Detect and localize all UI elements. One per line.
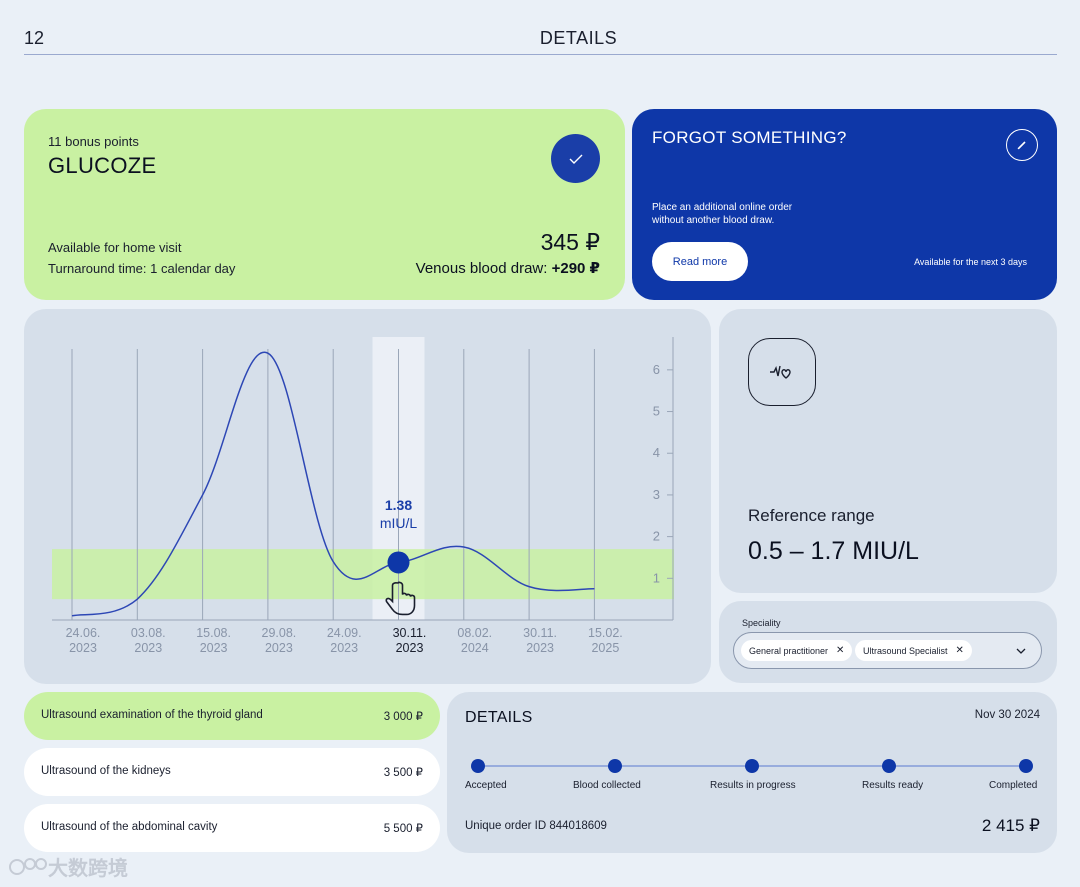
order-id: Unique order ID 844018609 bbox=[465, 820, 607, 832]
turnaround-time: Turnaround time: 1 calendar day bbox=[48, 261, 236, 276]
home-visit-note: Available for home visit bbox=[48, 240, 182, 255]
service-name: Ultrasound examination of the thyroid gl… bbox=[41, 709, 263, 721]
step-label-blood-collected: Blood collected bbox=[573, 780, 641, 791]
chip-general-practitioner[interactable]: General practitioner ✕ bbox=[741, 640, 853, 661]
details-date: Nov 30 2024 bbox=[974, 709, 1040, 721]
order-total: 2 415 ₽ bbox=[981, 816, 1040, 835]
reference-label: Reference range bbox=[748, 506, 875, 525]
x-tick-label: 03.08. bbox=[131, 626, 166, 640]
service-name: Ultrasound of the kidneys bbox=[41, 765, 171, 777]
reference-value: 0.5 – 1.7 MIU/L bbox=[748, 537, 919, 565]
header-divider bbox=[24, 54, 1057, 55]
y-tick-label: 4 bbox=[653, 445, 660, 460]
promo-availability: Available for the next 3 days bbox=[914, 257, 1027, 267]
x-tick-label: 15.02. bbox=[588, 626, 623, 640]
selected-data-point bbox=[387, 551, 410, 574]
read-more-button[interactable]: Read more bbox=[652, 242, 748, 281]
promo-title: FORGOT SOMETHING? bbox=[652, 128, 847, 147]
pencil-icon bbox=[1017, 141, 1026, 150]
step-label-results-in-progress: Results in progress bbox=[710, 780, 796, 791]
venous-price: +290 ₽ bbox=[551, 260, 600, 277]
remove-chip-icon[interactable]: ✕ bbox=[955, 645, 964, 656]
x-tick-label: 2025 bbox=[591, 641, 619, 655]
selected-value-label: 1.38 bbox=[385, 497, 412, 513]
results-chart[interactable]: 12345624.06.202303.08.202315.08.202329.0… bbox=[24, 309, 711, 684]
hand-pointer-shape bbox=[385, 581, 416, 616]
page-number: 12 bbox=[24, 28, 45, 48]
product-price: 345 ₽ bbox=[540, 229, 600, 255]
speciality-label: Speciality bbox=[742, 618, 781, 628]
chip-ultrasound-specialist[interactable]: Ultrasound Specialist ✕ bbox=[855, 640, 972, 661]
remove-chip-icon[interactable]: ✕ bbox=[836, 645, 845, 656]
x-tick-label: 2023 bbox=[69, 641, 97, 655]
product-card bbox=[24, 109, 625, 300]
chevron-down-icon[interactable] bbox=[1014, 644, 1028, 658]
hand-pointer-icon bbox=[385, 581, 416, 616]
y-tick-label: 1 bbox=[653, 570, 660, 585]
x-tick-label: 30.11. bbox=[523, 626, 557, 640]
x-tick-label: 2023 bbox=[526, 641, 554, 655]
reference-card bbox=[719, 309, 1057, 593]
details-title: DETAILS bbox=[465, 709, 533, 726]
heart-pulse-icon bbox=[770, 365, 791, 379]
selected-unit-label: mIU/L bbox=[380, 515, 418, 531]
step-label-completed: Completed bbox=[989, 780, 1038, 791]
venous-label: Venous blood draw: bbox=[415, 260, 552, 277]
watermark-logo bbox=[9, 857, 47, 875]
service-price: 3 000 ₽ bbox=[383, 711, 423, 723]
promo-text-line1: Place an additional online order bbox=[652, 202, 793, 213]
venous-draw-fee: Venous blood draw: +290 ₽ bbox=[416, 259, 600, 277]
x-tick-label: 08.02. bbox=[457, 626, 492, 640]
check-icon bbox=[569, 154, 582, 164]
x-tick-label: 29.08. bbox=[262, 626, 297, 640]
list-item[interactable]: Ultrasound of the abdominal cavity 5 500… bbox=[24, 804, 440, 852]
y-tick-label: 5 bbox=[653, 404, 660, 419]
step-dot bbox=[745, 759, 759, 773]
step-label-accepted: Accepted bbox=[465, 780, 507, 791]
x-tick-label: 2023 bbox=[265, 641, 293, 655]
chip-label: General practitioner bbox=[749, 645, 829, 656]
promo-edit-button[interactable] bbox=[1006, 129, 1038, 161]
service-name: Ultrasound of the abdominal cavity bbox=[41, 821, 218, 833]
x-tick-label: 30.11. bbox=[393, 626, 427, 640]
x-tick-label: 15.08. bbox=[196, 626, 231, 640]
bonus-points: 11 bonus points bbox=[48, 134, 139, 149]
step-dot bbox=[1019, 759, 1033, 773]
step-dot bbox=[471, 759, 485, 773]
service-price: 5 500 ₽ bbox=[383, 823, 423, 835]
step-dot bbox=[882, 759, 896, 773]
chart-card bbox=[24, 309, 711, 684]
x-tick-label: 24.09. bbox=[327, 626, 362, 640]
page-title: DETAILS bbox=[539, 28, 618, 48]
step-dot bbox=[608, 759, 622, 773]
order-progress-track bbox=[471, 759, 1033, 773]
step-label-results-ready: Results ready bbox=[862, 780, 924, 791]
list-item[interactable]: Ultrasound examination of the thyroid gl… bbox=[24, 692, 440, 740]
y-tick-label: 2 bbox=[653, 529, 660, 544]
chip-label: Ultrasound Specialist bbox=[863, 645, 948, 656]
x-tick-label: 2023 bbox=[396, 641, 424, 655]
watermark: 大数跨境 bbox=[8, 852, 128, 881]
reference-icon-box bbox=[748, 338, 816, 406]
product-name: GLUCOZE bbox=[48, 153, 157, 178]
service-price: 3 500 ₽ bbox=[383, 767, 423, 779]
select-check-button[interactable] bbox=[551, 134, 600, 183]
series-line bbox=[71, 351, 595, 617]
watermark-text: 大数跨境 bbox=[48, 858, 128, 880]
x-tick-label: 2023 bbox=[200, 641, 228, 655]
list-item[interactable]: Ultrasound of the kidneys 3 500 ₽ bbox=[24, 748, 440, 796]
promo-text-line2: without another blood draw. bbox=[652, 215, 775, 226]
x-tick-label: 24.06. bbox=[66, 626, 101, 640]
y-tick-label: 3 bbox=[653, 487, 660, 502]
x-tick-label: 2023 bbox=[134, 641, 162, 655]
x-tick-label: 2023 bbox=[330, 641, 358, 655]
x-tick-label: 2024 bbox=[461, 641, 489, 655]
y-tick-label: 6 bbox=[653, 362, 660, 377]
